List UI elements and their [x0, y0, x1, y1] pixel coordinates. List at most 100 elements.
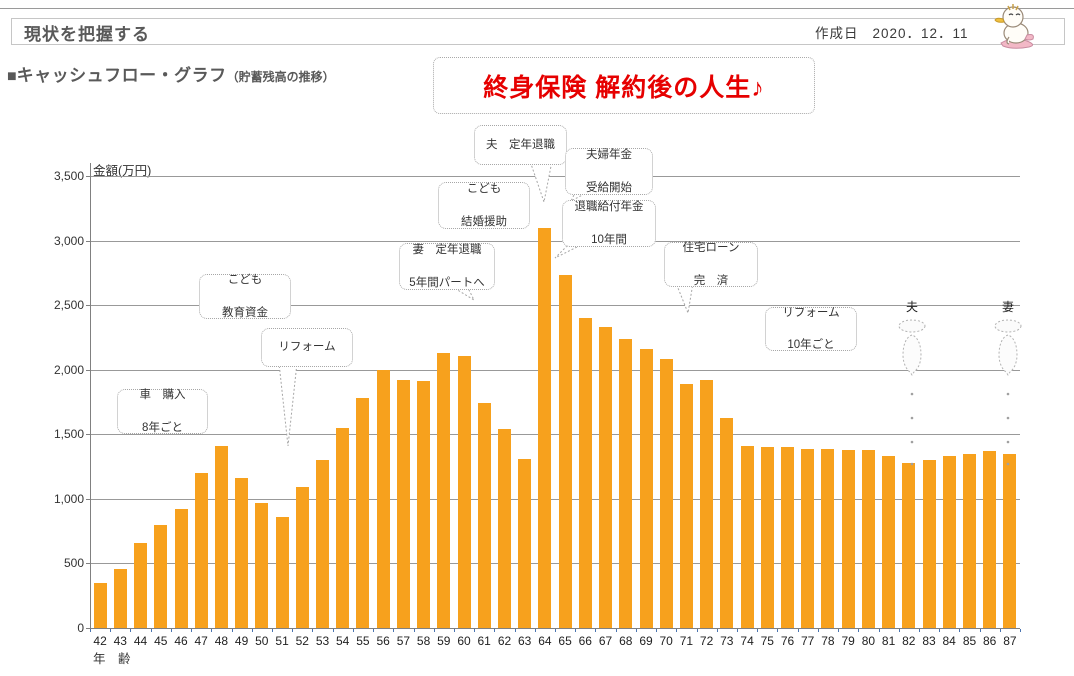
bar-age-50 [255, 502, 269, 628]
bar-age-75 [760, 447, 774, 628]
x-axis-line [90, 628, 1020, 629]
bar-age-51 [275, 516, 289, 628]
x-tick-mark [150, 629, 152, 632]
figure-label: 妻 [1002, 300, 1014, 314]
x-tick-label: 53 [315, 634, 330, 648]
x-tick-mark [918, 629, 920, 632]
gridline [90, 240, 1020, 242]
callout-text-line: 夫 定年退職 [486, 138, 555, 151]
ghost-trail-dot [1006, 416, 1010, 420]
bar-age-77 [801, 448, 815, 628]
bar-age-58 [417, 381, 431, 628]
ghost-trail-dot [910, 440, 914, 444]
x-tick-label: 49 [234, 634, 249, 648]
x-tick-mark [211, 629, 213, 632]
x-tick-mark [656, 629, 658, 632]
date-label: 作成日 [815, 26, 859, 41]
husband-figure: 夫 [898, 300, 926, 466]
x-tick-mark [716, 629, 718, 632]
x-tick-label: 68 [619, 634, 633, 648]
x-tick-label: 57 [396, 634, 411, 648]
y-tick-mark [86, 176, 90, 177]
x-tick-label: 86 [983, 634, 997, 648]
x-tick-mark [797, 629, 799, 632]
callout-text-line: 車 購入 [139, 389, 186, 402]
x-tick-label: 58 [416, 634, 431, 648]
x-tick-mark [292, 629, 294, 632]
bar-age-80 [861, 449, 875, 628]
x-tick-mark [170, 629, 172, 632]
ghost-trail-dot [1006, 440, 1010, 444]
y-tick-label: 2,500 [53, 298, 84, 313]
ghost-body-icon [902, 334, 922, 376]
gridline [90, 563, 1020, 565]
x-tick-mark [696, 629, 698, 632]
section-title: キャッシュフロー・グラフ [16, 66, 227, 85]
y-tick-mark [86, 563, 90, 565]
bar-age-85 [963, 453, 976, 628]
bar-age-46 [174, 509, 188, 628]
x-tick-mark [939, 629, 941, 632]
callout-renovation-10yr: リフォーム 10年ごと [765, 307, 857, 351]
x-tick-mark [1020, 629, 1021, 632]
header-box [11, 18, 1065, 45]
x-tick-mark [413, 629, 415, 632]
y-tick-mark [86, 240, 90, 242]
bar-age-59 [437, 352, 451, 628]
x-tick-label: 64 [538, 634, 552, 648]
y-tick-mark [86, 628, 90, 629]
x-tick-label: 60 [457, 634, 471, 648]
headline-text: 終身保険 解約後の人生♪ [483, 73, 765, 102]
bar-age-78 [821, 448, 835, 628]
callout-education-fund: こども 教育資金 [199, 274, 291, 319]
x-tick-mark [130, 629, 132, 632]
x-tick-label: 62 [497, 634, 512, 648]
dragon-mascot-icon [994, 4, 1034, 49]
y-tick-label: 500 [63, 556, 84, 571]
bar-age-71 [679, 383, 693, 628]
callout-tail-husband-retirement [529, 160, 553, 204]
bar-age-47 [194, 473, 208, 628]
x-tick-mark [979, 629, 981, 632]
callout-text-line: こども [466, 183, 502, 196]
x-tick-label: 66 [578, 634, 592, 648]
gridline [90, 176, 1020, 177]
x-tick-label: 71 [679, 634, 694, 648]
section-bullet: ■ [7, 68, 17, 85]
bar-age-66 [578, 318, 592, 628]
x-tick-label: 63 [518, 634, 532, 648]
x-tick-label: 76 [780, 634, 795, 648]
x-tick-mark [635, 629, 637, 632]
y-tick-label: 1,500 [53, 427, 84, 442]
x-tick-mark [615, 629, 617, 632]
x-tick-mark [373, 629, 374, 632]
callout-text-line: 夫婦年金 [586, 149, 632, 162]
halo-icon [994, 319, 1022, 333]
callout-mortgage-paid-off: 住宅ローン完 済 [664, 242, 758, 287]
x-tick-label: 52 [295, 634, 309, 648]
x-tick-label: 74 [740, 634, 754, 648]
x-tick-label: 59 [437, 634, 451, 648]
callout-tail-mortgage-paid-off [675, 282, 694, 315]
ghost-body-icon [998, 334, 1018, 376]
bar-age-62 [498, 429, 511, 628]
bar-age-57 [396, 380, 410, 628]
y-tick-label: 1,000 [53, 491, 84, 506]
x-tick-mark [433, 629, 435, 632]
x-tick-mark [231, 629, 233, 632]
x-tick-label: 69 [639, 634, 653, 648]
bar-age-84 [942, 456, 956, 628]
bar-age-63 [518, 458, 532, 628]
x-tick-label: 48 [214, 634, 229, 648]
callout-text-line: 完 済 [693, 274, 729, 287]
x-tick-label: 82 [902, 634, 916, 648]
bar-age-86 [983, 451, 997, 628]
callout-couple-pension-start: 夫婦年金 受給開始 [565, 148, 653, 195]
x-tick-label: 80 [861, 634, 876, 648]
bar-age-82 [902, 462, 916, 628]
x-tick-label: 78 [821, 634, 835, 648]
y-axis-unit-label: 金額(万円) [93, 164, 152, 178]
x-tick-label: 61 [477, 634, 491, 648]
